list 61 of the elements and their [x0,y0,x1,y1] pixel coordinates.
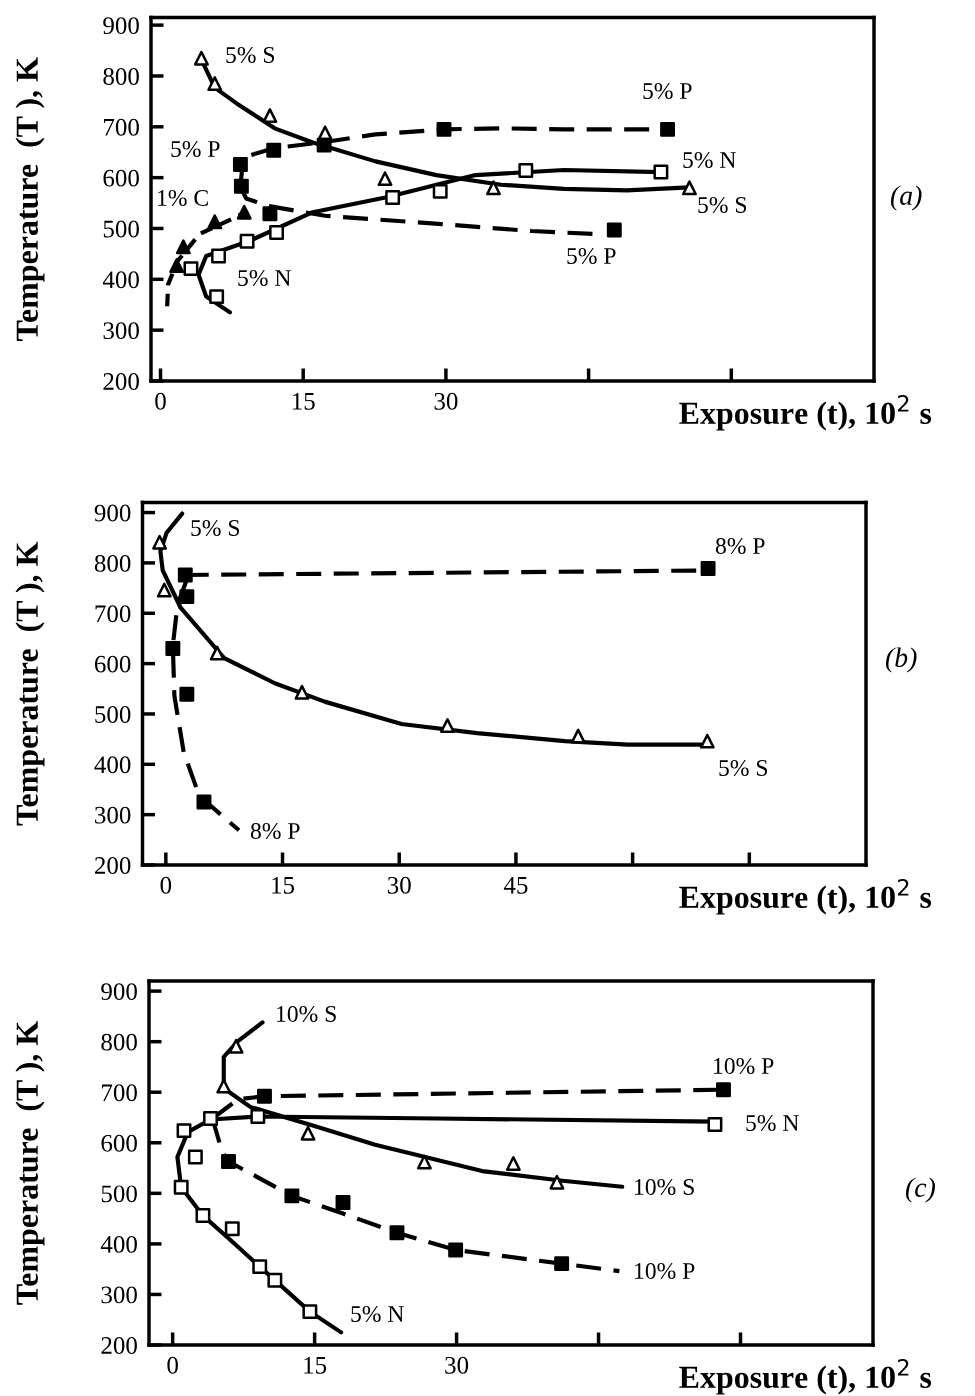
y-axis-title: Temperature (T ), K [15,57,45,341]
annotation: 10% S [277,1005,336,1022]
annotation: 10% P [714,1057,774,1074]
y-tick-label: 400 [100,1235,137,1253]
x-tick-label: 15 [304,1356,327,1374]
y-tick-label: 400 [94,756,131,774]
x-tick-label: 15 [272,876,295,894]
annotation: 5% S [719,759,768,776]
y-tick-label: 200 [101,1337,137,1354]
y-tick-label: 800 [103,68,139,85]
annotation: 5% N [351,1305,404,1322]
x-tick-label: 15 [292,392,315,410]
x-tick-label: 0 [155,392,166,410]
annotation: 5% P [171,140,220,157]
annotation: 10% P [635,1262,695,1279]
annotation: 5% N [238,269,291,286]
x-tick-label: 0 [167,1356,178,1374]
y-tick-label: 900 [103,17,139,35]
y-tick-label: 500 [103,220,139,238]
y-tick-label: 800 [94,554,131,572]
x-tick-label: 45 [503,877,528,894]
y-tick-label: 200 [94,857,131,874]
annotation: 5% S [226,46,275,63]
annotation: 5% P [643,82,692,99]
y-axis-title: Temperature (T ), K [15,1021,45,1305]
x-tick-label: 30 [445,1356,469,1374]
x-tick-label: 30 [434,392,458,410]
x-tick-label: 30 [387,876,411,894]
y-tick-label: 300 [103,322,139,340]
x-axis-title: Exposure (t), 10$^{2}$ s [679,1358,932,1395]
annotation: 5% P [567,247,616,264]
x-tick-label: 0 [160,876,172,894]
y-tick-label: 300 [101,1286,137,1304]
y-tick-label: 200 [103,373,139,390]
x-axis-title: Exposure (t), 10$^{2}$ s [679,878,932,915]
y-axis-title: Temperature (T ), K [15,541,45,826]
y-tick-label: 600 [101,1134,137,1152]
y-tick-label: 700 [102,1084,137,1102]
y-tick-label: 900 [101,983,137,1001]
annotation: 5% N [683,151,736,168]
annotation: 1% C [158,189,208,206]
annotation: 5% N [746,1114,799,1131]
y-tick-label: 700 [104,118,139,136]
y-tick-label: 900 [94,504,131,522]
y-tick-label: 800 [101,1033,137,1051]
y-tick-label: 500 [95,706,131,723]
text: (a) [890,185,922,211]
y-tick-label: 600 [94,655,131,673]
annotation: 5% S [191,519,240,536]
y-tick-label: 700 [95,605,131,623]
annotation: 8% P [250,822,300,839]
y-tick-label: 600 [103,169,139,187]
annotation: 5% S [698,196,747,213]
text: (c) [905,1177,935,1203]
y-tick-label: 400 [102,271,139,289]
text: (b) [885,647,917,673]
annotation: 10% S [635,1178,694,1195]
annotation: 8% P [715,537,765,554]
x-axis-title: Exposure (t), 10$^{2}$ s [679,394,932,431]
y-tick-label: 300 [95,806,131,824]
y-tick-label: 500 [101,1185,137,1203]
